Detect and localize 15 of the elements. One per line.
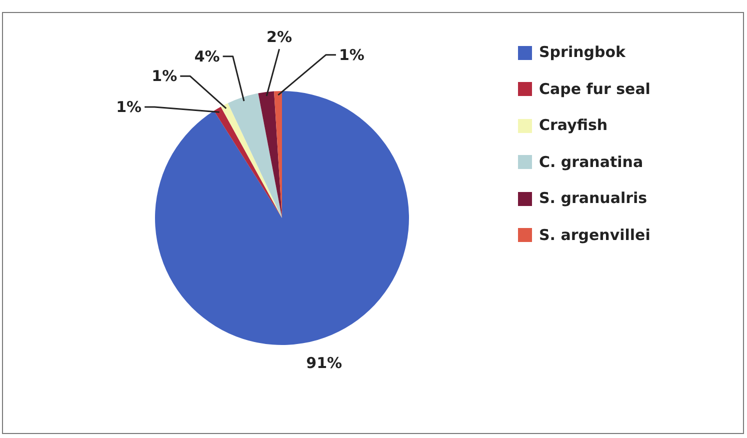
data-label: 4%	[194, 47, 220, 66]
data-label: 2%	[266, 28, 292, 46]
pie-slice	[228, 93, 282, 218]
data-label: 1%	[338, 46, 364, 64]
legend-label: S. granualris	[539, 189, 648, 207]
pie-slice	[258, 91, 282, 218]
legend-label: Crayfish	[539, 116, 608, 134]
data-label: 1%	[116, 98, 142, 116]
data-label: 91%	[306, 354, 342, 372]
pie-slice	[155, 91, 409, 345]
data-label: 1%	[152, 67, 178, 86]
legend-label: C. granatina	[539, 152, 644, 170]
legend-label: Cape fur seal	[539, 80, 650, 98]
legend-label: Springbok	[539, 43, 626, 61]
legend-label: S. argenvillei	[539, 226, 650, 244]
